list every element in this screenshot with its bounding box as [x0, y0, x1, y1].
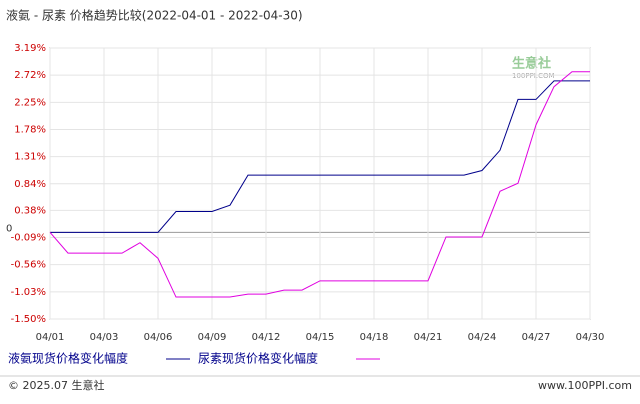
chart-title: 液氨 - 尿素 价格趋势比较(2022-04-01 - 2022-04-30): [6, 8, 303, 23]
y-tick-label: -0.56%: [11, 260, 46, 271]
y-tick-label: -1.03%: [11, 287, 46, 298]
footer-right: www.100PPI.com: [538, 379, 632, 392]
x-tick-label: 04/30: [576, 332, 605, 343]
x-tick-label: 04/27: [522, 332, 551, 343]
y-tick-label: 2.72%: [14, 70, 46, 81]
y-tick-label: 0.84%: [14, 179, 46, 190]
x-tick-label: 04/12: [252, 332, 281, 343]
y-tick-label: 1.31%: [14, 152, 46, 163]
y-tick-label: 1.78%: [14, 124, 46, 135]
y-tick-label: 0: [6, 223, 12, 234]
x-tick-label: 04/01: [36, 332, 65, 343]
x-tick-label: 04/06: [144, 332, 173, 343]
legend-label: 液氨现货价格变化幅度: [8, 351, 128, 366]
y-tick-label: 2.25%: [14, 97, 46, 108]
x-tick-label: 04/21: [414, 332, 443, 343]
x-tick-label: 04/15: [306, 332, 335, 343]
x-tick-label: 04/09: [198, 332, 227, 343]
y-tick-label: 0.38%: [14, 205, 46, 216]
x-tick-label: 04/24: [468, 332, 497, 343]
watermark: 生意社: [512, 56, 551, 72]
y-tick-label: -0.09%: [11, 233, 46, 244]
x-tick-label: 04/03: [90, 332, 119, 343]
y-tick-label: -1.50%: [11, 314, 46, 325]
legend-label: 尿素现货价格变化幅度: [198, 351, 318, 366]
series-line: [49, 71, 590, 298]
series-line: [50, 80, 590, 233]
footer-left: © 2025.07 生意社: [8, 378, 104, 392]
y-tick-label: 3.19%: [14, 43, 46, 54]
x-tick-label: 04/18: [360, 332, 389, 343]
watermark: 100PPI.COM: [512, 72, 555, 80]
